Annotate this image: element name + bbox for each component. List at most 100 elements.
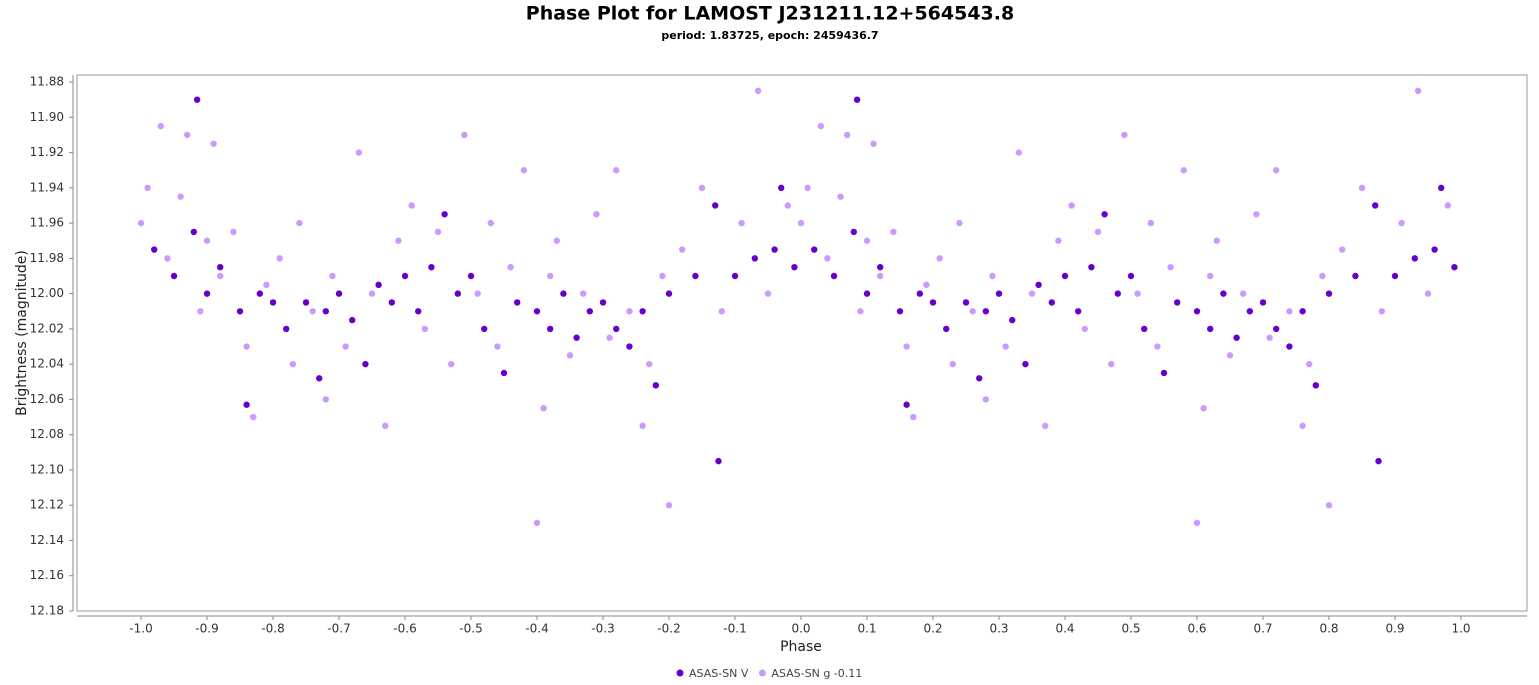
data-point — [903, 401, 910, 408]
data-point — [507, 263, 514, 271]
data-point — [203, 237, 211, 244]
data-point — [599, 299, 607, 306]
data-point — [956, 219, 963, 227]
data-point — [1055, 237, 1062, 244]
data-point — [754, 87, 762, 95]
data-point — [646, 360, 653, 368]
x-tick-label: 0.8 — [1319, 622, 1338, 636]
data-point — [408, 202, 415, 209]
data-point — [784, 202, 792, 209]
data-point — [1372, 202, 1379, 209]
data-point — [731, 272, 739, 280]
x-tick-label: 0.1 — [857, 622, 876, 636]
data-point — [1253, 211, 1260, 218]
data-point — [217, 263, 224, 271]
data-point — [500, 369, 508, 377]
data-point — [811, 246, 818, 253]
data-point — [1273, 325, 1280, 333]
y-tick-label: 12.02 — [30, 321, 64, 335]
data-point — [1028, 290, 1036, 297]
data-point — [263, 281, 270, 289]
data-point — [857, 308, 864, 315]
data-point — [144, 184, 151, 192]
x-tick-label: -0.6 — [393, 622, 416, 636]
x-tick-label: 1.0 — [1451, 622, 1470, 636]
data-point — [335, 290, 343, 297]
data-point — [151, 246, 158, 253]
data-point — [217, 272, 224, 280]
data-point — [236, 308, 244, 315]
data-point — [593, 211, 600, 218]
data-point — [613, 325, 620, 333]
data-point — [1259, 299, 1267, 306]
x-tick-label: 0.9 — [1385, 622, 1404, 636]
data-point — [1015, 149, 1023, 156]
data-point — [1325, 502, 1333, 509]
data-point — [487, 219, 495, 227]
data-point — [903, 343, 910, 350]
data-point — [269, 299, 277, 306]
data-point — [302, 299, 310, 306]
x-tick-label: 0.6 — [1187, 622, 1206, 636]
data-point — [870, 140, 877, 147]
data-point — [844, 131, 851, 139]
data-point — [665, 502, 673, 509]
data-point — [1286, 343, 1293, 350]
data-point — [1226, 352, 1234, 359]
data-point — [329, 272, 336, 280]
data-point — [474, 290, 481, 297]
data-point — [494, 343, 501, 350]
x-tick-label: -0.5 — [459, 622, 482, 636]
data-point — [1160, 369, 1168, 377]
data-point — [692, 272, 699, 280]
data-point — [989, 272, 996, 280]
data-point — [1213, 237, 1221, 244]
data-point — [791, 263, 798, 271]
data-point — [1451, 263, 1458, 271]
data-point — [1081, 325, 1089, 333]
data-point — [910, 413, 917, 421]
chart-subtitle: period: 1.83725, epoch: 2459436.7 — [661, 29, 878, 42]
data-point — [342, 343, 349, 350]
x-tick-label: 0.0 — [791, 622, 810, 636]
data-point — [1424, 290, 1432, 297]
data-point — [1286, 308, 1293, 315]
data-point — [1147, 219, 1155, 227]
data-point — [1108, 360, 1115, 368]
data-point — [1325, 290, 1333, 297]
data-point — [434, 228, 442, 236]
legend-label: ASAS-SN g -0.11 — [771, 667, 862, 680]
data-point — [1431, 246, 1438, 253]
data-point — [949, 360, 957, 368]
data-point — [276, 255, 283, 262]
data-point — [230, 228, 237, 236]
data-point — [797, 219, 805, 227]
y-tick-label: 12.16 — [30, 568, 64, 582]
data-point — [514, 299, 521, 306]
data-point — [764, 290, 772, 297]
data-point — [349, 316, 356, 324]
y-tick-label: 12.14 — [30, 533, 64, 547]
data-point — [929, 299, 937, 306]
data-point — [355, 149, 363, 156]
data-point — [157, 122, 165, 130]
data-point — [481, 325, 488, 333]
data-point — [533, 519, 541, 527]
data-point — [877, 263, 884, 271]
data-point — [1273, 167, 1280, 174]
data-point — [606, 334, 613, 341]
data-point — [1088, 263, 1095, 271]
data-point — [639, 308, 646, 315]
data-point — [665, 290, 673, 297]
data-point — [698, 184, 706, 192]
data-point — [428, 263, 435, 271]
data-point — [395, 237, 402, 244]
data-point — [850, 228, 858, 236]
data-point — [368, 290, 376, 297]
data-point — [250, 413, 257, 421]
data-point — [210, 140, 217, 147]
data-point — [982, 396, 990, 403]
data-point — [1266, 334, 1273, 341]
data-point — [1391, 272, 1399, 280]
legend-marker — [676, 669, 684, 677]
